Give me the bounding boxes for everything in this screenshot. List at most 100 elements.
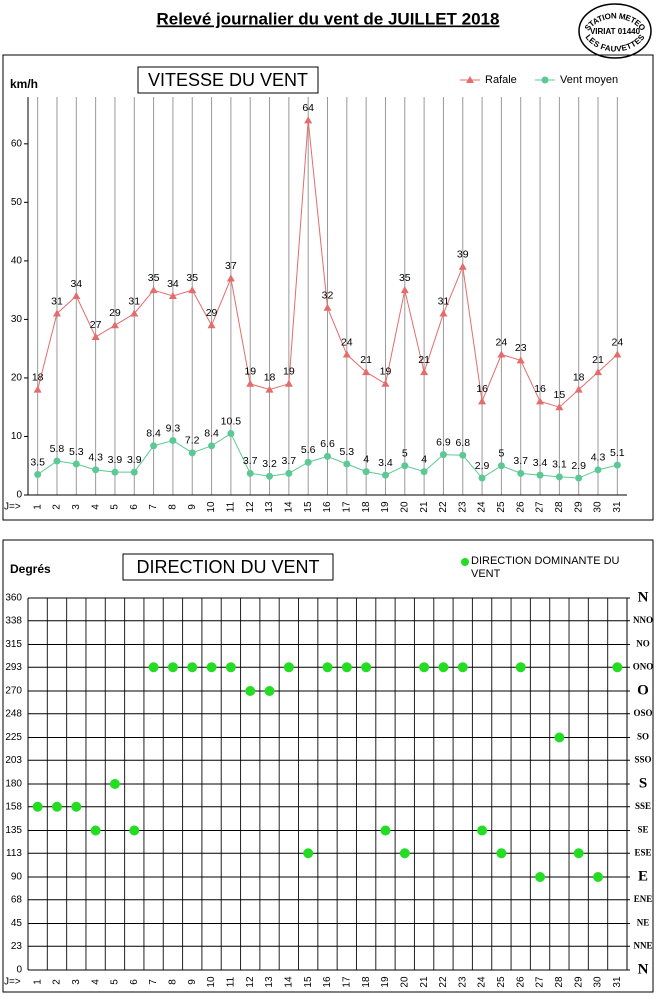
x-tick-label: 2 bbox=[52, 979, 63, 985]
point bbox=[477, 825, 488, 836]
x-tick-label: 19 bbox=[380, 501, 391, 513]
point bbox=[478, 397, 487, 405]
point bbox=[206, 662, 217, 673]
x-tick-label: 8 bbox=[168, 979, 179, 985]
x-tick-label: 6 bbox=[129, 504, 140, 510]
data-label: 2.9 bbox=[571, 460, 586, 472]
x-tick-label: 13 bbox=[264, 501, 275, 513]
point bbox=[555, 473, 563, 481]
data-label: 21 bbox=[592, 354, 604, 366]
point bbox=[438, 662, 449, 673]
y-tick-label: 225 bbox=[5, 732, 22, 743]
point bbox=[535, 872, 546, 882]
y2-tick-label: N bbox=[638, 961, 649, 977]
data-label: 6.6 bbox=[320, 438, 335, 450]
legend-label: Rafale bbox=[485, 74, 517, 86]
x-tick-label: 15 bbox=[303, 501, 314, 513]
point bbox=[554, 732, 565, 743]
data-label: 5 bbox=[402, 448, 408, 460]
point bbox=[342, 350, 351, 358]
point bbox=[304, 458, 312, 466]
point bbox=[341, 662, 352, 673]
point bbox=[148, 662, 159, 673]
data-label: 19 bbox=[380, 366, 392, 378]
x-tick-label: 4 bbox=[90, 979, 101, 985]
y-tick-label: 360 bbox=[5, 593, 22, 604]
data-label: 31 bbox=[438, 295, 450, 307]
point bbox=[188, 286, 197, 294]
point bbox=[457, 662, 468, 673]
x-tick-label: 22 bbox=[438, 976, 449, 988]
data-label: 3.7 bbox=[282, 455, 297, 467]
point bbox=[343, 460, 351, 468]
title-box bbox=[122, 553, 334, 581]
y-tick-label: 40 bbox=[11, 256, 23, 267]
y-tick-label: 10 bbox=[11, 431, 23, 442]
data-label: 24 bbox=[496, 336, 508, 348]
point bbox=[497, 462, 505, 470]
point bbox=[536, 397, 545, 405]
x-tick-label: 11 bbox=[226, 501, 237, 512]
data-label: 21 bbox=[360, 354, 372, 366]
y-tick-label: 90 bbox=[11, 872, 23, 883]
point bbox=[265, 385, 274, 393]
point bbox=[516, 356, 525, 364]
x-tick-label: 27 bbox=[535, 976, 546, 988]
data-label: 35 bbox=[399, 272, 411, 284]
y-tick-label: 158 bbox=[5, 801, 22, 812]
x-tick-label: 9 bbox=[187, 504, 198, 510]
point bbox=[573, 848, 584, 859]
point bbox=[208, 442, 216, 450]
x-tick-label: 29 bbox=[573, 976, 584, 988]
point bbox=[225, 662, 236, 673]
data-label: 4 bbox=[363, 453, 369, 465]
x-tick-label: 26 bbox=[515, 501, 526, 513]
x-tick-label: 5 bbox=[110, 504, 121, 510]
point bbox=[168, 292, 177, 299]
y2-tick-label: SSO bbox=[634, 754, 651, 764]
x-tick-label: 8 bbox=[168, 504, 179, 510]
y2-tick-label: NNO bbox=[633, 615, 653, 625]
y-tick-label: 50 bbox=[11, 197, 23, 208]
point bbox=[246, 469, 254, 477]
chart-frame bbox=[2, 54, 654, 521]
data-label: 8.4 bbox=[146, 428, 161, 440]
point bbox=[51, 801, 62, 812]
x-tick-label: 14 bbox=[283, 976, 294, 988]
data-label: 32 bbox=[322, 289, 334, 301]
y2-tick-label: S bbox=[639, 775, 647, 791]
y2-tick-label: E bbox=[638, 868, 648, 884]
point bbox=[226, 274, 235, 282]
x-tick-label: 1 bbox=[32, 504, 43, 510]
x-tick-label: 20 bbox=[399, 501, 410, 513]
y-axis-label: km/h bbox=[10, 77, 38, 91]
point bbox=[458, 262, 467, 270]
x-tick-label: 3 bbox=[71, 979, 82, 985]
y-tick-label: 68 bbox=[11, 894, 23, 905]
point bbox=[285, 469, 293, 477]
x-tick-label: 22 bbox=[438, 501, 449, 513]
data-label: 3.9 bbox=[127, 454, 142, 466]
data-label: 31 bbox=[51, 295, 63, 307]
point bbox=[381, 471, 389, 479]
point bbox=[594, 368, 603, 376]
data-label: 7.2 bbox=[185, 435, 200, 447]
x-tick-label: 5 bbox=[110, 979, 121, 985]
x-tick-label: 30 bbox=[593, 501, 604, 513]
point bbox=[284, 379, 293, 387]
x-tick-label: 25 bbox=[496, 501, 507, 513]
point bbox=[72, 460, 80, 468]
y-tick-label: 45 bbox=[11, 918, 23, 929]
x-tick-label: 19 bbox=[380, 976, 391, 988]
data-label: 4.3 bbox=[591, 452, 606, 464]
data-label: 19 bbox=[283, 366, 295, 378]
y-tick-label: 270 bbox=[5, 686, 22, 697]
y-tick-label: 20 bbox=[11, 373, 23, 384]
chart-title: VITESSE DU VENT bbox=[148, 70, 308, 90]
data-label: 29 bbox=[109, 307, 121, 319]
legend: DIRECTION DOMINANTE DU VENT bbox=[471, 555, 620, 580]
data-label: 5.1 bbox=[610, 447, 625, 459]
x-tick-label: 23 bbox=[457, 976, 468, 988]
x-tick-label: 3 bbox=[71, 504, 82, 510]
point bbox=[362, 468, 370, 476]
